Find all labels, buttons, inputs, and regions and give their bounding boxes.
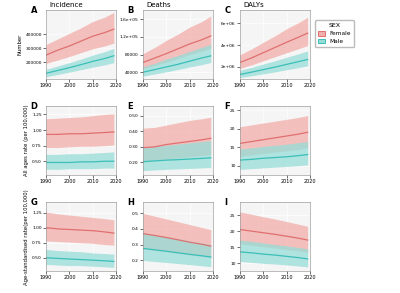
Text: Incidence: Incidence: [50, 2, 83, 8]
Legend: Female, Male: Female, Male: [315, 21, 354, 47]
Text: A: A: [30, 6, 37, 15]
Text: I: I: [224, 198, 227, 207]
Text: D: D: [30, 102, 38, 111]
Text: Deaths: Deaths: [146, 2, 171, 8]
Text: C: C: [224, 6, 230, 15]
Text: H: H: [128, 198, 134, 207]
Y-axis label: Age-standardised rate(per 100,000): Age-standardised rate(per 100,000): [24, 189, 29, 285]
Text: E: E: [128, 102, 133, 111]
Text: DALYs: DALYs: [243, 2, 264, 8]
Text: B: B: [128, 6, 134, 15]
Text: G: G: [30, 198, 38, 207]
Text: F: F: [224, 102, 230, 111]
Y-axis label: All ages rate (per 100,000): All ages rate (per 100,000): [24, 105, 29, 176]
Y-axis label: Number: Number: [18, 34, 22, 55]
